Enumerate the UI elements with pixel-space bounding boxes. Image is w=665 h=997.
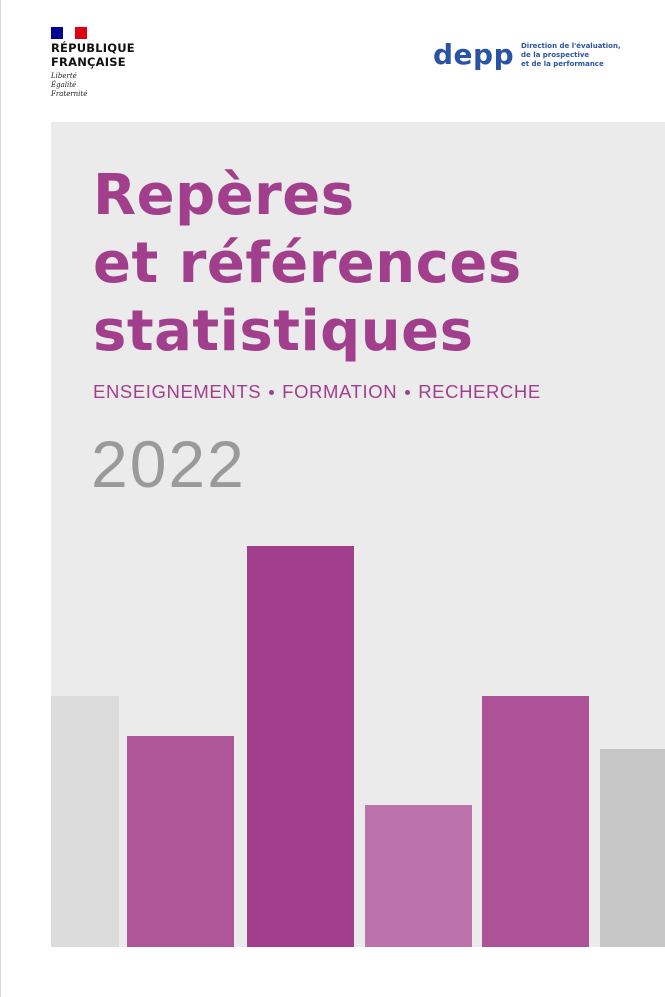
depp-full-name: Direction de l'évaluation, de la prospec…: [521, 42, 621, 68]
subtitle-item-3: RECHERCHE: [418, 381, 541, 402]
decorative-bar-graphic: [51, 122, 665, 947]
bullet-dot-icon: [405, 389, 411, 395]
page-left-rule: [0, 0, 1, 997]
depp-logo: depp Direction de l'évaluation, de la pr…: [433, 38, 633, 78]
decorative-bar-4: [365, 805, 472, 947]
decorative-bar-5: [482, 696, 589, 947]
bullet-dot-icon: [269, 389, 275, 395]
cover-panel: Repères et références statistiques ENSEI…: [51, 122, 665, 947]
decorative-bar-2: [127, 736, 234, 947]
title-line-2: et références: [93, 231, 522, 296]
decorative-bar-3: [247, 546, 354, 947]
decorative-bar-1: [51, 696, 119, 947]
subtitle-item-1: ENSEIGNEMENTS: [93, 381, 262, 402]
french-flag-icon: [51, 27, 87, 39]
republique-francaise-wordmark: RÉPUBLIQUE FRANÇAISE: [51, 41, 135, 69]
republique-francaise-logo: RÉPUBLIQUE FRANÇAISE Liberté Égalité Fra…: [51, 27, 161, 102]
publication-year: 2022: [91, 427, 246, 501]
depp-wordmark: depp: [433, 38, 515, 71]
decorative-bar-6: [600, 749, 665, 947]
flag-band-white: [63, 27, 75, 39]
publication-subtitle: ENSEIGNEMENTS FORMATION RECHERCHE: [93, 381, 541, 403]
title-line-1: Repères: [93, 163, 355, 228]
flag-band-blue: [51, 27, 63, 39]
republic-motto: Liberté Égalité Fraternité: [51, 72, 88, 98]
flag-band-red: [75, 27, 87, 39]
publication-title: Repères et références statistiques: [93, 162, 522, 366]
subtitle-item-2: FORMATION: [282, 381, 398, 402]
title-line-3: statistiques: [93, 299, 474, 364]
